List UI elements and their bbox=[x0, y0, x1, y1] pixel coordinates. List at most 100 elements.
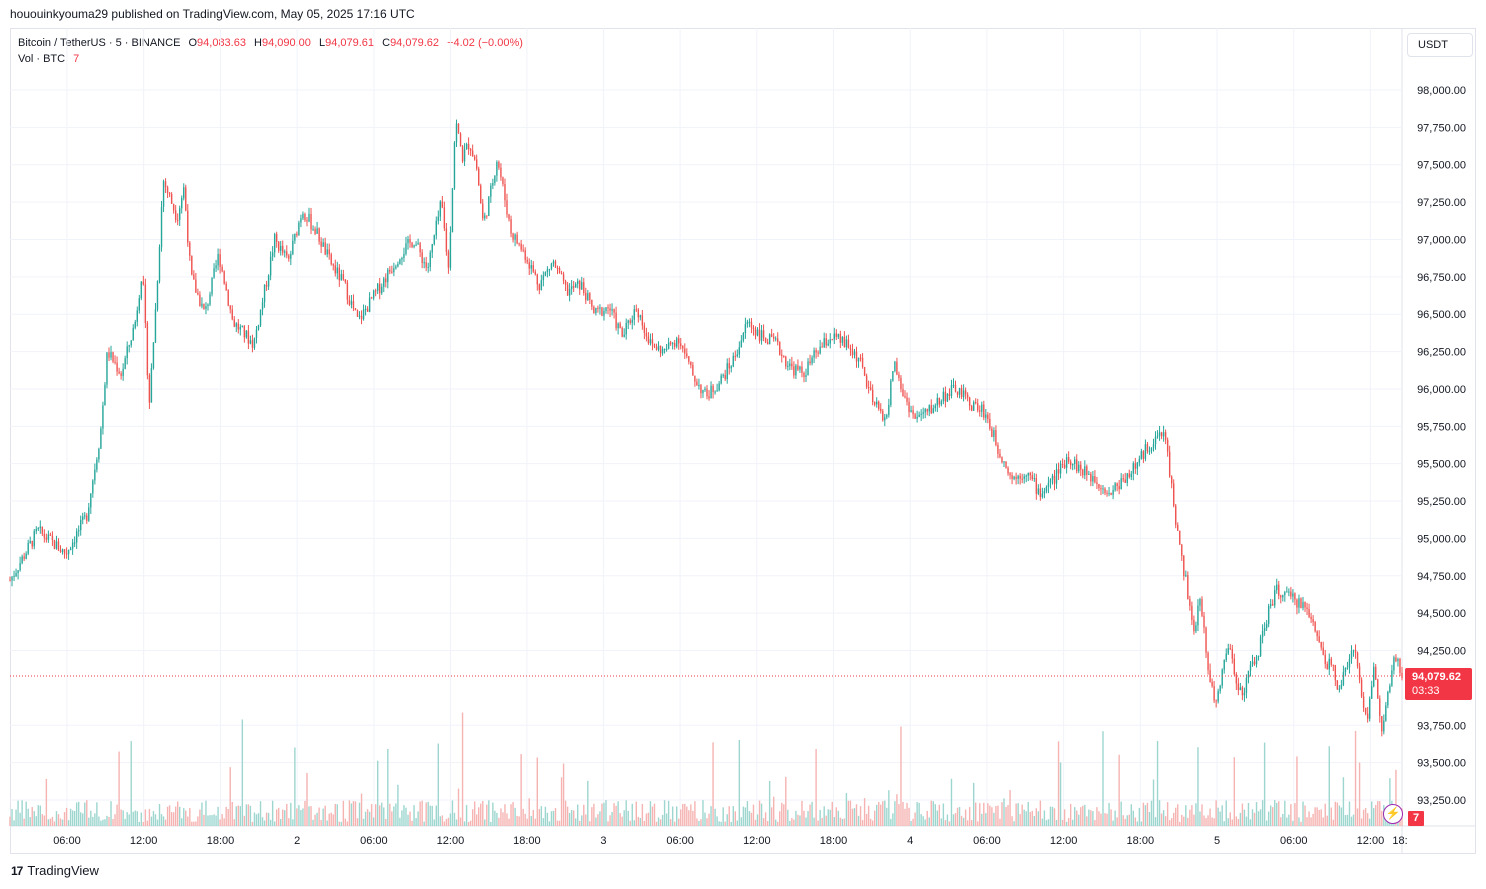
volume-label[interactable]: Vol · BTC bbox=[18, 53, 66, 65]
candle-body bbox=[116, 362, 118, 372]
candle-body bbox=[803, 372, 805, 378]
candle-body bbox=[647, 336, 650, 344]
candle-body bbox=[1288, 591, 1290, 593]
candle-body bbox=[387, 269, 389, 283]
candle-body bbox=[585, 292, 587, 301]
lightning-icon[interactable]: ⚡ bbox=[1383, 804, 1403, 824]
candle-body bbox=[1352, 649, 1355, 651]
volume-bar bbox=[609, 815, 611, 826]
volume-bar bbox=[736, 820, 739, 826]
volume-bar bbox=[566, 806, 569, 826]
volume-bar bbox=[1269, 805, 1272, 826]
candle-body bbox=[1053, 475, 1056, 484]
candle-body bbox=[110, 352, 112, 358]
volume-bar bbox=[744, 807, 747, 826]
volume-bar bbox=[1362, 809, 1365, 826]
volume-bar bbox=[645, 813, 648, 826]
currency-unit-button[interactable]: USDT bbox=[1407, 33, 1473, 57]
candle-body bbox=[183, 187, 185, 199]
candle-body bbox=[1318, 636, 1320, 642]
volume-bar bbox=[809, 804, 811, 826]
volume-bar bbox=[1118, 754, 1120, 826]
candle-body bbox=[181, 198, 183, 209]
volume-bar bbox=[300, 810, 302, 826]
candle-body bbox=[1377, 679, 1379, 699]
volume-bar bbox=[1377, 801, 1379, 826]
candle-body bbox=[1282, 595, 1284, 598]
volume-bar bbox=[568, 812, 571, 826]
candle-body bbox=[920, 413, 922, 415]
symbol-title[interactable]: Bitcoin / TetherUS · 5 · BINANCE bbox=[18, 37, 181, 49]
candle-body bbox=[191, 255, 193, 275]
volume-bar bbox=[918, 802, 920, 826]
volume-bar bbox=[15, 809, 17, 826]
candle-body bbox=[1399, 659, 1401, 673]
candle-body bbox=[1166, 439, 1169, 452]
candle-body bbox=[164, 181, 167, 188]
volume-bar bbox=[1395, 769, 1397, 826]
candle-body bbox=[552, 261, 555, 264]
candle-body bbox=[1294, 593, 1296, 600]
volume-bar bbox=[1175, 807, 1177, 826]
volume-bar bbox=[888, 790, 890, 826]
volume-bar bbox=[815, 749, 817, 826]
volume-bar bbox=[1126, 815, 1128, 826]
candle-body bbox=[84, 515, 86, 517]
volume-bar bbox=[162, 816, 165, 826]
volume-bar bbox=[27, 808, 29, 826]
volume-bar bbox=[257, 813, 260, 826]
volume-bar bbox=[1043, 810, 1046, 826]
candle-body bbox=[457, 123, 460, 134]
candle-body bbox=[1326, 663, 1328, 670]
volume-bar bbox=[694, 801, 696, 826]
volume-bar bbox=[330, 812, 332, 826]
candle-body bbox=[510, 219, 512, 234]
chart-legend[interactable]: Bitcoin / TetherUS · 5 · BINANCE O94,083… bbox=[18, 35, 523, 67]
candle-body bbox=[556, 267, 559, 269]
volume-bar bbox=[1336, 802, 1339, 826]
candle-body bbox=[304, 214, 306, 221]
volume-bar bbox=[1358, 762, 1361, 826]
volume-bar bbox=[1389, 778, 1391, 826]
volume-bar bbox=[1007, 805, 1009, 826]
volume-bar bbox=[201, 802, 203, 826]
volume-bar bbox=[253, 812, 256, 826]
candle-body bbox=[1286, 591, 1288, 593]
candle-body bbox=[797, 365, 799, 370]
candle-body bbox=[823, 338, 825, 348]
volume-bar bbox=[1221, 805, 1223, 826]
candle-body bbox=[362, 309, 365, 320]
candle-body bbox=[738, 347, 741, 355]
time-tick-label: 3 bbox=[600, 835, 606, 847]
footer-brand[interactable]: 17 TradingView bbox=[11, 863, 99, 878]
price-tick-label: 98,000.00 bbox=[1417, 85, 1466, 97]
volume-bar bbox=[690, 804, 692, 826]
candle-body bbox=[758, 329, 761, 341]
volume-bar bbox=[1340, 807, 1343, 826]
candle-body bbox=[233, 319, 235, 327]
candle-body bbox=[562, 274, 565, 281]
candle-body bbox=[1225, 653, 1227, 660]
candle-body bbox=[724, 374, 726, 380]
candle-body bbox=[1302, 601, 1304, 609]
candle-body bbox=[1015, 476, 1017, 479]
published-by-text: hououinkyouma29 published on TradingView… bbox=[10, 7, 415, 21]
candle-body bbox=[255, 329, 258, 339]
volume-bar bbox=[484, 819, 486, 826]
price-tick-label: 94,250.00 bbox=[1417, 646, 1466, 658]
candle-body bbox=[884, 417, 886, 421]
candle-body bbox=[1189, 599, 1191, 606]
volume-bar bbox=[1092, 811, 1094, 826]
candle-body bbox=[168, 192, 171, 195]
candle-body bbox=[19, 563, 21, 571]
candle-body bbox=[645, 332, 648, 337]
candle-body bbox=[981, 404, 983, 412]
volume-bar bbox=[1138, 807, 1141, 826]
volume-bar bbox=[758, 800, 761, 826]
volume-bar bbox=[1088, 809, 1090, 826]
volume-bar bbox=[1368, 818, 1371, 826]
candle-body bbox=[1033, 478, 1036, 480]
volume-bar bbox=[732, 806, 734, 826]
candle-body bbox=[330, 254, 332, 265]
